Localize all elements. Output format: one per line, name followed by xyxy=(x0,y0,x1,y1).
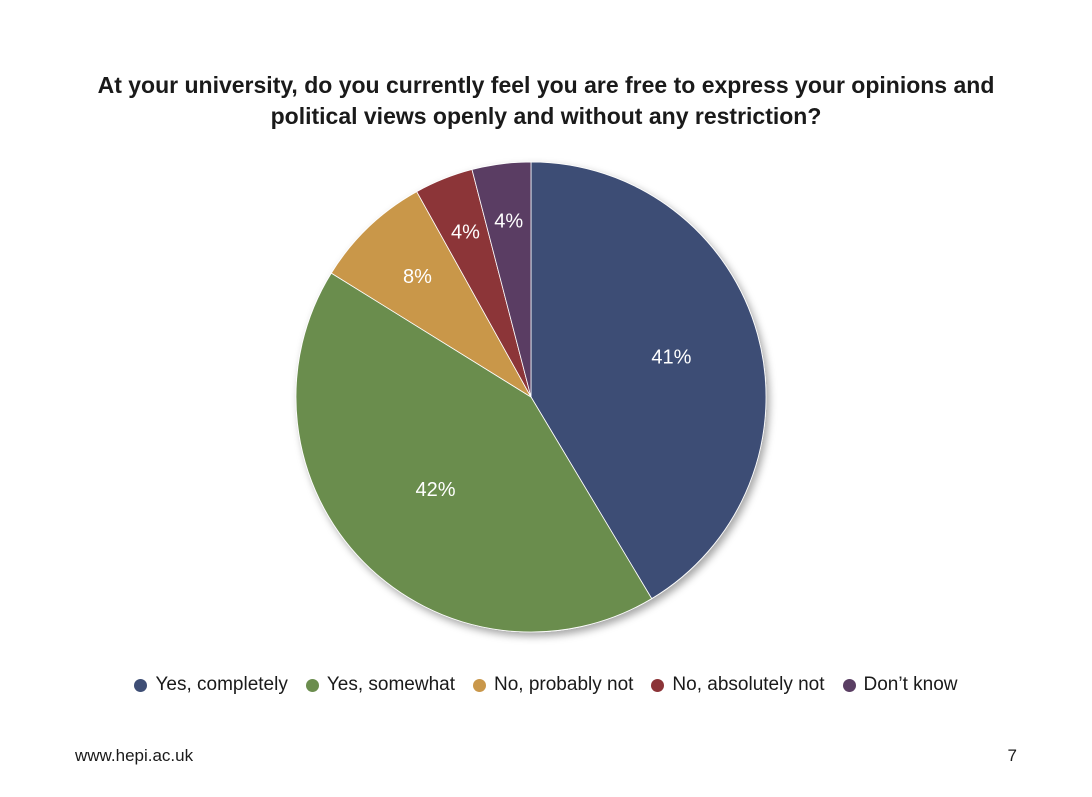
legend-marker-don-t-know xyxy=(842,678,856,692)
legend-marker-yes-somewhat xyxy=(305,678,319,692)
legend-item-no-absolutely-not: No, absolutely not xyxy=(651,674,825,696)
chart-title-line-2: political views openly and without any r… xyxy=(270,103,822,129)
legend-marker-yes-completely xyxy=(134,678,148,692)
legend-label-no-probably-not: No, probably not xyxy=(494,674,634,695)
page-number: 7 xyxy=(1007,746,1017,765)
pie-slice-no-probably-not xyxy=(330,191,533,399)
pie-slice-yes-completely xyxy=(530,161,767,600)
legend-item-don-t-know: Don’t know xyxy=(842,674,958,696)
pie-slices xyxy=(295,161,767,633)
chart-title: At your university, do you currently fee… xyxy=(0,70,1092,132)
legend-item-yes-completely: Yes, completely xyxy=(134,674,288,696)
legend-label-no-absolutely-not: No, absolutely not xyxy=(672,674,825,695)
data-label-yes-somewhat: 42% xyxy=(416,479,456,501)
legend-item-yes-somewhat: Yes, somewhat xyxy=(305,674,455,696)
data-label-no-absolutely-not: 4% xyxy=(451,222,480,244)
legend-item-no-probably-not: No, probably not xyxy=(473,674,633,696)
data-label-no-probably-not: 8% xyxy=(403,266,432,288)
chart-title-line-1: At your university, do you currently fee… xyxy=(97,72,995,98)
footer-url[interactable]: www.hepi.ac.uk xyxy=(75,746,194,765)
data-label-don-t-know: 4% xyxy=(494,210,523,232)
pie-slice-yes-somewhat xyxy=(295,272,653,633)
data-label-yes-completely: 41% xyxy=(651,346,691,368)
pie-data-labels: 41% 42% 8% 4% 4% xyxy=(403,210,692,501)
legend-marker-no-absolutely-not xyxy=(651,678,665,692)
legend-label-yes-completely: Yes, completely xyxy=(155,674,288,695)
legend-label-yes-somewhat: Yes, somewhat xyxy=(326,674,455,695)
legend-label-don-t-know: Don’t know xyxy=(863,674,958,695)
legend-marker-no-probably-not xyxy=(473,678,486,692)
chart-legend: Yes, completely Yes, somewhat No, probably… xyxy=(0,674,1092,696)
pie-slice-don-t-know xyxy=(471,161,532,398)
